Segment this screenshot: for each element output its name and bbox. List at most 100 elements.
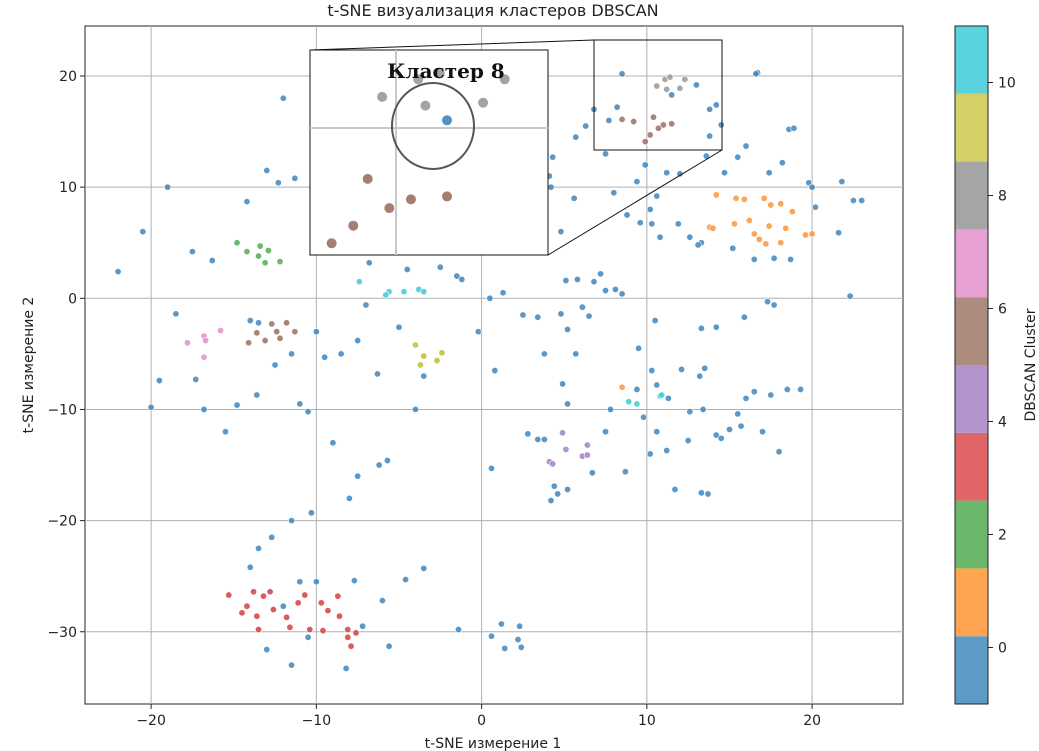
inset-point-c6 [419,99,432,112]
point-noise [653,381,661,389]
point-noise [274,179,282,187]
x-axis-label: t-SNE измерение 1 [425,736,562,751]
inset-points [325,67,511,250]
point-c4 [649,113,657,121]
point-c6 [681,75,689,83]
point-c4 [276,334,284,342]
point-c0 [762,240,770,248]
point-noise [304,408,312,416]
point-noise [692,81,700,89]
point-c6 [666,73,674,81]
point-c8 [658,391,666,399]
point-c2 [283,613,291,621]
point-noise [585,312,593,320]
point-noise [717,121,725,129]
point-c1 [264,247,272,255]
point-noise [712,431,720,439]
zoom-connector-bottom [547,149,723,256]
x-axis-ticks: −20 −10 0 10 20 [136,704,821,729]
point-c0 [788,208,796,216]
colorbar-tick-label: 8 [998,189,1007,205]
point-c2 [335,612,343,620]
point-noise [686,408,694,416]
point-c4 [273,328,281,336]
point-noise [499,289,507,297]
point-noise [734,153,742,161]
point-c5 [200,353,208,361]
point-noise [564,325,572,333]
point-c6 [663,85,671,93]
point-c2 [319,627,327,635]
inset-point-c4 [325,237,338,250]
point-noise [613,103,621,111]
point-c8 [382,291,390,299]
point-noise [208,257,216,265]
point-noise [740,313,748,321]
point-c1 [256,242,264,250]
point-noise [255,319,263,327]
point-noise [263,646,271,654]
point-noise [458,275,466,283]
point-noise [453,272,461,280]
point-noise [765,169,773,177]
point-noise [668,91,676,99]
point-c1 [276,258,284,266]
inset-point-c4 [441,190,454,203]
point-noise [835,229,843,237]
colorbar-segment [955,636,988,704]
point-c0 [777,200,785,208]
point-noise [383,457,391,465]
point-noise [557,228,565,236]
point-noise [307,509,315,517]
point-noise [263,166,271,174]
point-noise [602,287,610,295]
point-c8 [400,288,408,296]
point-c2 [269,606,277,614]
point-noise [811,203,819,211]
point-noise [750,388,758,396]
point-noise [759,428,767,436]
inset-point-c6 [477,96,490,109]
point-noise [519,311,527,319]
point-noise [395,323,403,331]
point-c0 [618,383,626,391]
point-c5 [183,339,191,347]
point-noise [684,437,692,445]
colorbar-tick-label: 2 [998,528,1007,544]
point-noise [635,344,643,352]
point-noise [572,350,580,358]
point-noise [674,220,682,228]
point-noise [164,183,172,191]
point-noise [578,303,586,311]
point-c2 [324,607,332,615]
point-noise [288,661,296,669]
colorbar-tick-label: 0 [998,641,1007,657]
y-axis-ticks: 20 10 0 −10 −20 −30 [47,69,85,641]
point-c8 [633,400,641,408]
point-c4 [654,124,662,132]
y-axis-label: t-SNE измерение 2 [21,297,37,434]
point-noise [573,275,581,283]
point-noise [271,361,279,369]
point-noise [139,228,147,236]
point-noise [737,422,745,430]
zoom-indicator [309,39,723,256]
point-noise [671,485,679,493]
point-noise [497,620,505,628]
point-noise [618,290,626,298]
point-noise [296,400,304,408]
colorbar-segment [955,432,988,501]
point-noise [516,622,524,630]
point-c2 [286,623,294,631]
point-c0 [782,224,790,232]
point-c0 [765,222,773,230]
point-noise [694,241,702,249]
point-noise [763,298,771,306]
point-c8 [625,398,633,406]
point-c8 [420,288,428,296]
point-noise [354,472,362,480]
point-c8 [355,278,363,286]
point-noise [849,197,857,205]
point-noise [633,385,641,393]
